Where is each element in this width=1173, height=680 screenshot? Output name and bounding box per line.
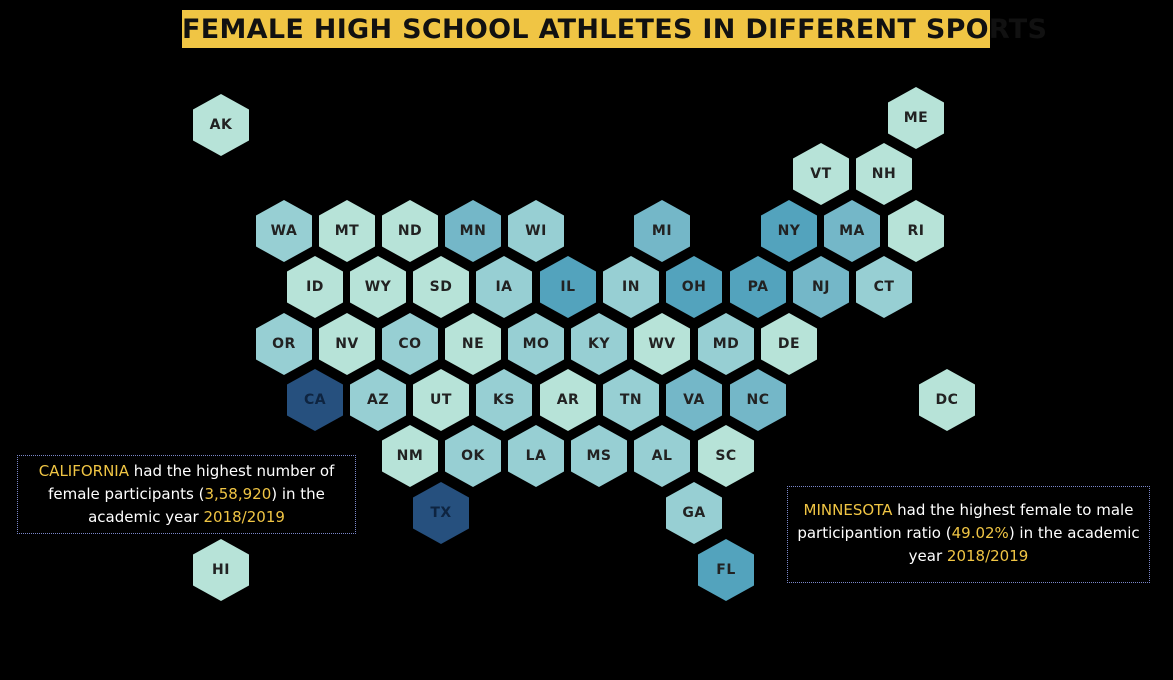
callout-california: CALIFORNIA had the highest number of fem… <box>17 455 356 534</box>
state-tile-id[interactable]: ID <box>287 256 343 318</box>
state-tile-ca[interactable]: CA <box>287 369 343 431</box>
callout-text: ) in the academic year <box>908 524 1140 565</box>
state-tile-oh[interactable]: OH <box>666 256 722 318</box>
state-tile-nm[interactable]: NM <box>382 425 438 487</box>
callout-text: had the highest female to male participa… <box>797 501 1134 542</box>
state-tile-wv[interactable]: WV <box>634 313 690 375</box>
state-tile-in[interactable]: IN <box>603 256 659 318</box>
state-tile-ct[interactable]: CT <box>856 256 912 318</box>
state-tile-az[interactable]: AZ <box>350 369 406 431</box>
page-title: FEMALE HIGH SCHOOL ATHLETES IN DIFFERENT… <box>182 10 1047 48</box>
state-tile-ut[interactable]: UT <box>413 369 469 431</box>
state-tile-wi[interactable]: WI <box>508 200 564 262</box>
state-tile-co[interactable]: CO <box>382 313 438 375</box>
state-tile-mt[interactable]: MT <box>319 200 375 262</box>
callout-minnesota: MINNESOTA had the highest female to male… <box>787 486 1150 583</box>
callout-text: had the highest number of female partici… <box>48 462 335 503</box>
state-tile-nj[interactable]: NJ <box>793 256 849 318</box>
state-tile-ga[interactable]: GA <box>666 482 722 544</box>
state-tile-ok[interactable]: OK <box>445 425 501 487</box>
callout-text: ) in the academic year <box>88 485 325 526</box>
state-tile-ia[interactable]: IA <box>476 256 532 318</box>
state-tile-il[interactable]: IL <box>540 256 596 318</box>
state-tile-wa[interactable]: WA <box>256 200 312 262</box>
state-tile-ar[interactable]: AR <box>540 369 596 431</box>
state-tile-al[interactable]: AL <box>634 425 690 487</box>
state-tile-ne[interactable]: NE <box>445 313 501 375</box>
state-tile-mn[interactable]: MN <box>445 200 501 262</box>
state-tile-la[interactable]: LA <box>508 425 564 487</box>
state-tile-md[interactable]: MD <box>698 313 754 375</box>
state-tile-sc[interactable]: SC <box>698 425 754 487</box>
state-tile-nh[interactable]: NH <box>856 143 912 205</box>
state-tile-or[interactable]: OR <box>256 313 312 375</box>
state-tile-ny[interactable]: NY <box>761 200 817 262</box>
state-tile-tn[interactable]: TN <box>603 369 659 431</box>
callout-year: 2018/2019 <box>946 547 1029 565</box>
callout-state: MINNESOTA <box>803 501 893 519</box>
state-tile-mo[interactable]: MO <box>508 313 564 375</box>
state-tile-nv[interactable]: NV <box>319 313 375 375</box>
state-tile-ri[interactable]: RI <box>888 200 944 262</box>
callout-value: 49.02% <box>951 524 1009 542</box>
state-tile-va[interactable]: VA <box>666 369 722 431</box>
state-tile-tx[interactable]: TX <box>413 482 469 544</box>
state-tile-me[interactable]: ME <box>888 87 944 149</box>
state-tile-ks[interactable]: KS <box>476 369 532 431</box>
state-tile-nc[interactable]: NC <box>730 369 786 431</box>
state-tile-ky[interactable]: KY <box>571 313 627 375</box>
state-tile-mi[interactable]: MI <box>634 200 690 262</box>
state-tile-vt[interactable]: VT <box>793 143 849 205</box>
state-tile-ma[interactable]: MA <box>824 200 880 262</box>
callout-state: CALIFORNIA <box>38 462 129 480</box>
state-tile-pa[interactable]: PA <box>730 256 786 318</box>
state-tile-sd[interactable]: SD <box>413 256 469 318</box>
callout-year: 2018/2019 <box>203 508 285 526</box>
state-tile-wy[interactable]: WY <box>350 256 406 318</box>
state-tile-hi[interactable]: HI <box>193 539 249 601</box>
state-tile-nd[interactable]: ND <box>382 200 438 262</box>
callout-value: 3,58,920 <box>204 485 272 503</box>
state-tile-ak[interactable]: AK <box>193 94 249 156</box>
state-tile-fl[interactable]: FL <box>698 539 754 601</box>
state-tile-dc[interactable]: DC <box>919 369 975 431</box>
state-tile-de[interactable]: DE <box>761 313 817 375</box>
state-tile-ms[interactable]: MS <box>571 425 627 487</box>
